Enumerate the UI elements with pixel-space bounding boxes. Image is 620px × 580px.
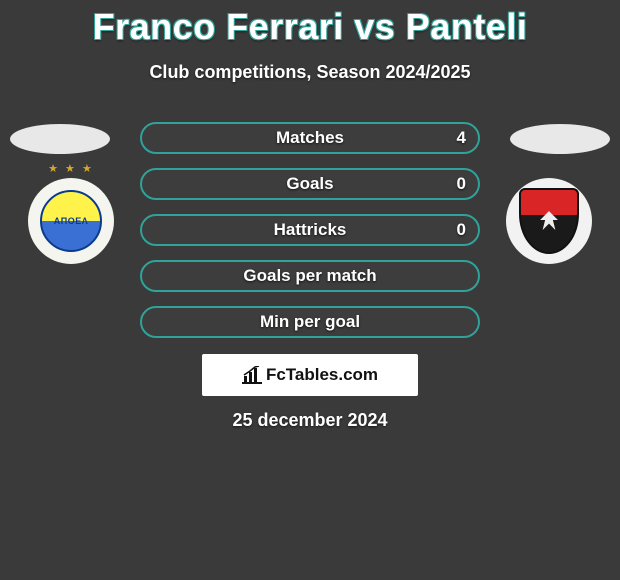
brand-badge: FcTables.com (202, 354, 418, 396)
stat-label: Hattricks (274, 220, 347, 240)
crest-band (523, 192, 575, 204)
stat-row: Min per goal (140, 306, 480, 338)
stat-label: Goals per match (243, 266, 376, 286)
page-title: Franco Ferrari vs Panteli (0, 0, 620, 48)
stat-row: Matches 4 (140, 122, 480, 154)
stat-right-value: 4 (457, 128, 466, 148)
subtitle: Club competitions, Season 2024/2025 (0, 62, 620, 83)
stats-list: Matches 4 Goals 0 Hattricks 0 Goals per … (140, 122, 480, 338)
stat-label: Matches (276, 128, 344, 148)
stat-row: Goals 0 (140, 168, 480, 200)
player-oval-right (510, 124, 610, 154)
stat-row: Goals per match (140, 260, 480, 292)
apoel-crest: ΑΠΟΕΛ (40, 190, 102, 252)
stat-right-value: 0 (457, 220, 466, 240)
stat-label: Goals (286, 174, 333, 194)
karmiotissa-crest (519, 188, 579, 254)
team-badge-right (506, 178, 592, 264)
brand-label: FcTables.com (266, 365, 378, 385)
stat-row: Hattricks 0 (140, 214, 480, 246)
stat-right-value: 0 (457, 174, 466, 194)
stat-label: Min per goal (260, 312, 360, 332)
eagle-icon (535, 208, 563, 243)
player-oval-left (10, 124, 110, 154)
bar-chart-icon (242, 366, 262, 384)
team-badge-left: ★ ★ ★ ΑΠΟΕΛ (28, 178, 114, 264)
apoel-crest-label: ΑΠΟΕΛ (54, 216, 89, 226)
stars-icon: ★ ★ ★ (48, 162, 94, 175)
date-label: 25 december 2024 (232, 410, 387, 431)
